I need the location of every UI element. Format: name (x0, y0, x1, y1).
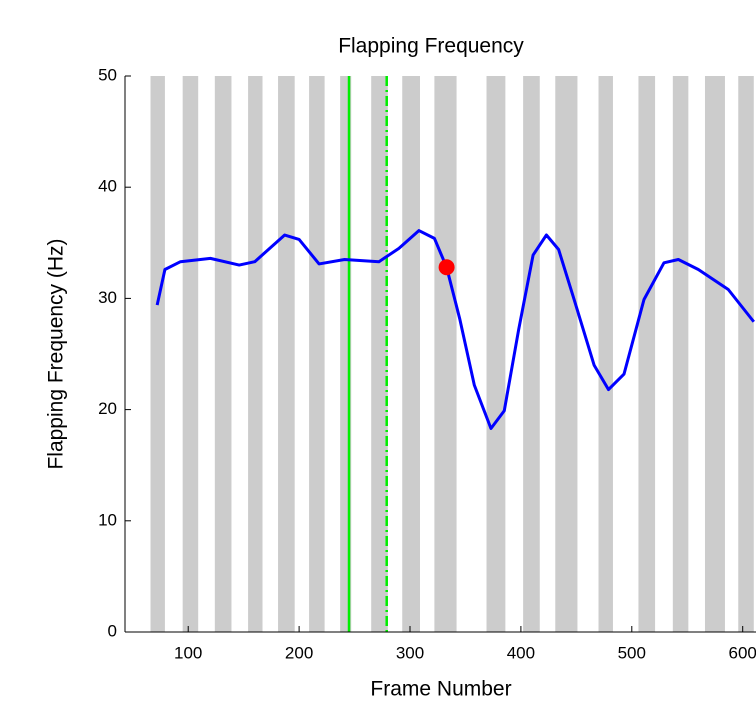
plot-area (150, 76, 755, 632)
shaded-band (738, 76, 754, 632)
chart-title: Flapping Frequency (338, 35, 524, 58)
y-tick-label: 10 (98, 510, 117, 529)
x-tick-label: 300 (396, 643, 424, 662)
shaded-band (309, 76, 325, 632)
shaded-band (150, 76, 165, 632)
shaded-band (214, 76, 232, 632)
highlight-point (438, 259, 455, 276)
shaded-band (598, 76, 613, 632)
y-tick-label: 50 (98, 65, 117, 84)
shaded-band (402, 76, 420, 632)
y-tick-label: 30 (98, 288, 117, 307)
axes: 0 10 20 30 40 50 100 200 300 400 500 600 (98, 65, 756, 662)
shaded-band (672, 76, 689, 632)
shaded-band (340, 76, 352, 632)
shaded-band (638, 76, 656, 632)
shaded-band (555, 76, 578, 632)
shaded-band (182, 76, 199, 632)
x-tick-label: 400 (507, 643, 535, 662)
data-line (155, 229, 755, 431)
shaded-band (486, 76, 506, 632)
x-tick-label: 600 (729, 643, 756, 662)
shaded-band (704, 76, 725, 632)
y-tick-label: 0 (108, 621, 117, 640)
x-tick-label: 200 (285, 643, 313, 662)
shaded-band (434, 76, 457, 632)
shaded-band (371, 76, 388, 632)
y-tick-label: 20 (98, 399, 117, 418)
x-tick-label: 500 (618, 643, 646, 662)
shaded-band (523, 76, 540, 632)
y-tick-label: 40 (98, 177, 117, 196)
x-axis-label: Frame Number (370, 678, 511, 701)
shaded-band (278, 76, 295, 632)
x-tick-label: 100 (174, 643, 202, 662)
y-axis-label: Flapping Frequency (Hz) (45, 238, 68, 469)
shaded-band (248, 76, 263, 632)
